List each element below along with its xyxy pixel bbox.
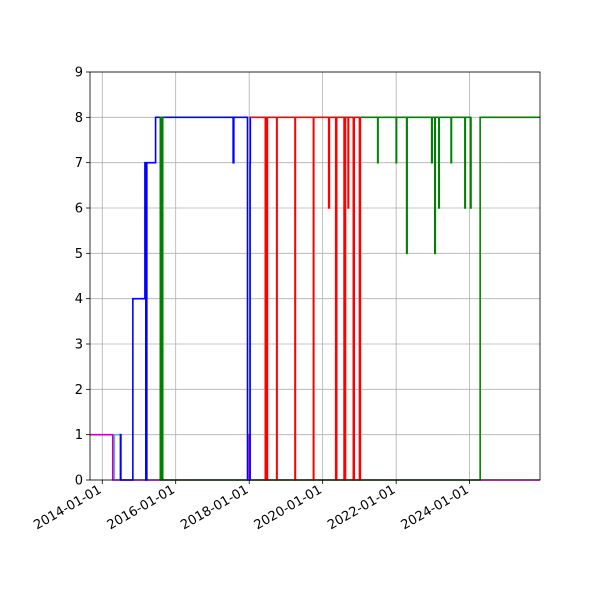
y-tick-label: 7: [75, 156, 83, 171]
y-tick-label: 8: [75, 111, 83, 126]
series-line-4: [250, 116, 362, 481]
y-tick-label: 3: [75, 338, 83, 353]
y-tick-label: 4: [75, 292, 83, 307]
y-tick-label: 1: [75, 428, 83, 443]
plot-frame: [89, 71, 541, 481]
y-tick-label: 2: [75, 383, 83, 398]
y-tick-label: 0: [75, 474, 83, 489]
y-tick-label: 9: [75, 66, 83, 81]
y-axis: 0 1 2 3 4 5 6 7 8 9: [75, 66, 90, 489]
series-line-6: [360, 116, 472, 255]
y-tick-label: 6: [75, 202, 83, 217]
y-tick-label: 5: [75, 247, 83, 262]
